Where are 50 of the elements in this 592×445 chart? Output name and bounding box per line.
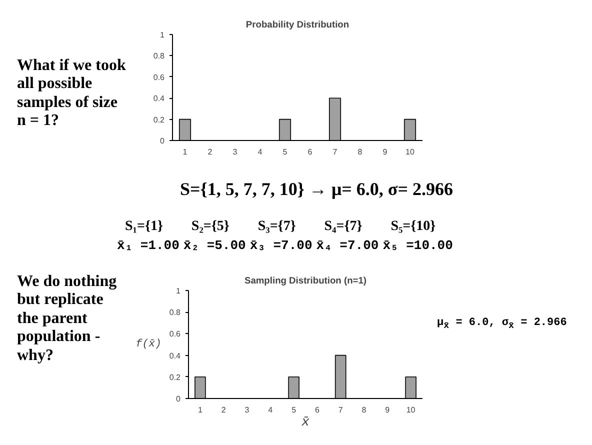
x-tick-label: 7 <box>338 406 344 414</box>
text: What if we took all possible samples of size n = 1? <box>17 57 127 131</box>
x-tick-label: 2 <box>208 148 213 156</box>
text: x̄₅ =10.00 <box>382 237 454 255</box>
y-tick-label: 0.8 <box>169 308 182 318</box>
text: S₂={5} <box>190 218 230 236</box>
x-tick-label: 9 <box>382 148 388 156</box>
x-tick-label: 8 <box>358 148 363 156</box>
x-tick-label: 5 <box>282 148 288 156</box>
x-tick-label: 6 <box>314 406 320 414</box>
x-tick-label: 3 <box>232 148 238 156</box>
text: x̄₁ =1.00 <box>116 237 180 255</box>
y-tick-label: 0 <box>160 136 166 146</box>
x-tick-label: 8 <box>362 406 367 414</box>
x-tick-label: 4 <box>268 406 274 414</box>
x-tick-label: 10 <box>406 406 416 414</box>
y-tick-label: 1 <box>176 286 182 296</box>
y-tick-label: 0.2 <box>169 372 182 382</box>
x-axis-title: x̄ <box>300 416 310 430</box>
y-tick-label: 0.4 <box>169 351 182 360</box>
y-tick-label: 1 <box>160 30 166 40</box>
x-tick-label: 5 <box>292 406 297 414</box>
chart-title: Sampling Distribution (n=1) <box>244 276 367 286</box>
y-tick-label: 0.2 <box>153 115 166 124</box>
x-tick-label: 2 <box>221 406 226 414</box>
y-tick-label: 0.6 <box>153 72 166 82</box>
x-tick-label: 3 <box>244 406 250 414</box>
text: S₄={7} <box>323 218 364 236</box>
x-tick-label: 1 <box>198 406 203 414</box>
chart-title: Probability Distribution <box>246 20 350 30</box>
x-tick-label: 1 <box>182 148 188 156</box>
x-tick-label: 4 <box>258 148 263 156</box>
text: We do nothing but replicate the parent population - why? <box>17 273 118 365</box>
text: S={1, 5, 7, 7, 10} → μ= 6.0, σ= 2.966 <box>179 178 453 201</box>
y-tick-label: 0.4 <box>153 94 166 104</box>
x-tick-label: 6 <box>308 148 313 156</box>
text: x̄₄ =7.00 <box>315 237 380 255</box>
y-tick-label: 0.8 <box>153 52 166 61</box>
y-tick-label: 0 <box>176 394 182 404</box>
x-tick-label: 9 <box>385 406 390 414</box>
y-tick-label: 0.6 <box>169 330 182 339</box>
text: x̄₃ =7.00 <box>248 237 314 255</box>
x-tick-label: 7 <box>332 148 338 156</box>
text: μ$_{x̄}$ = 6.0, σ$_{x̄}$ = 2.966 <box>437 316 567 332</box>
y-axis-title: f(x̄) <box>136 338 162 350</box>
text: x̄₂ =5.00 <box>182 237 247 255</box>
text: S₅={10} <box>390 218 437 236</box>
text: S₁={1} <box>124 218 164 236</box>
x-tick-label: 10 <box>406 148 415 156</box>
text: S₃={7} <box>256 218 297 236</box>
